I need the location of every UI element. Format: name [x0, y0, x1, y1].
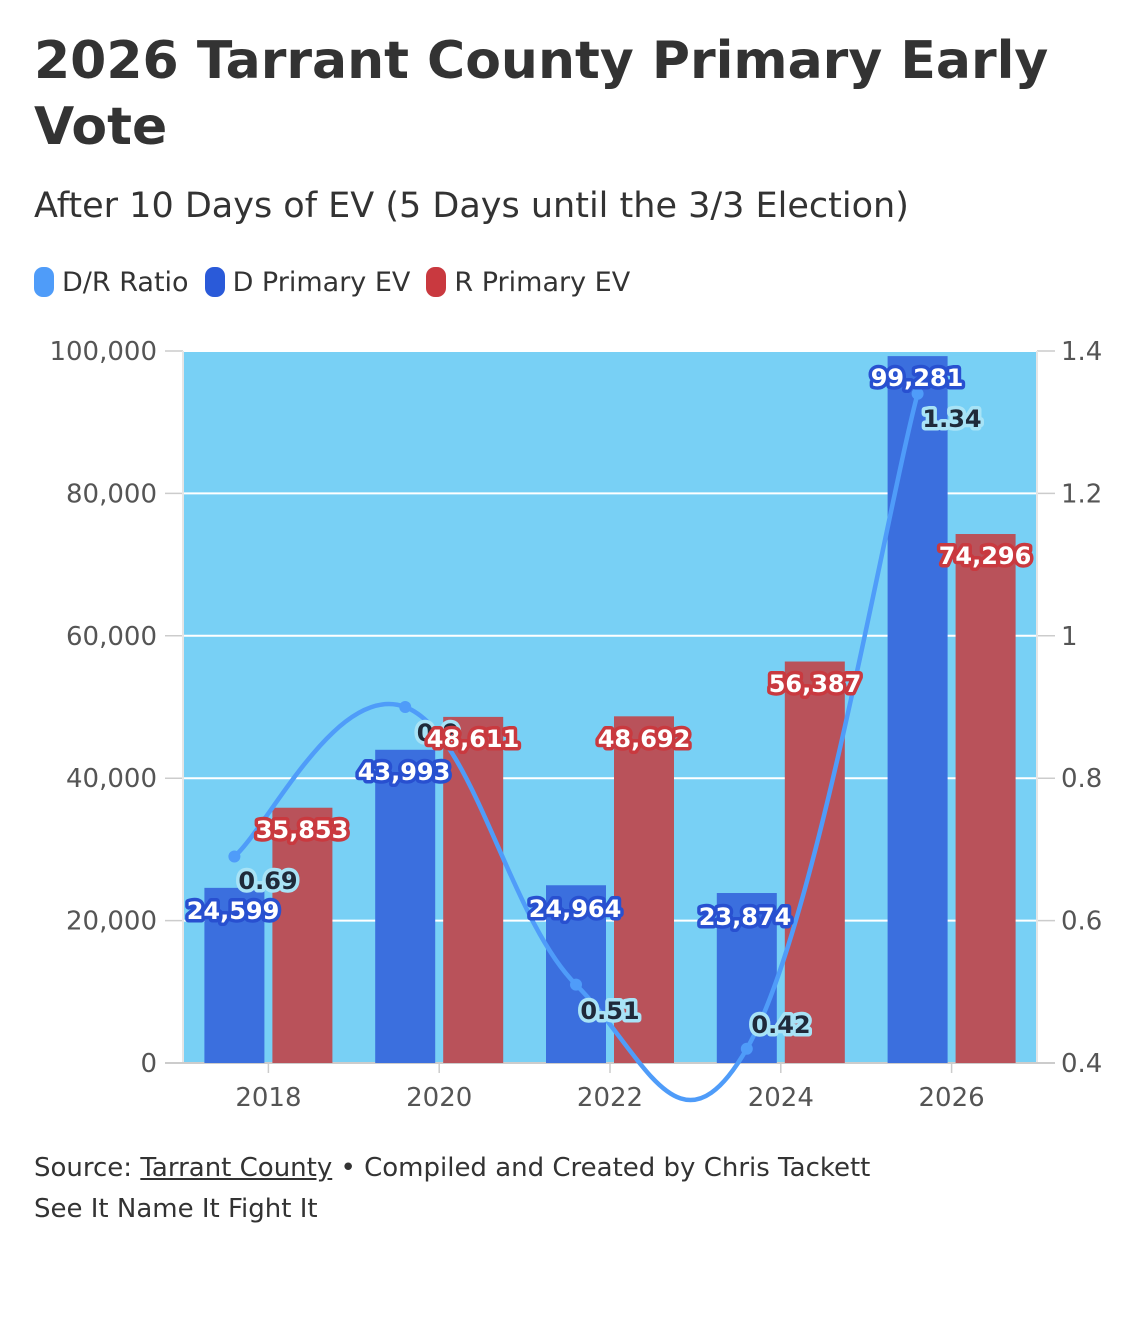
- ratio-data-label: 0.510.51: [577, 994, 643, 1029]
- d-primary-data-label-outline: 23,874: [699, 903, 792, 931]
- r-primary-data-label-text: 74,296: [939, 542, 1032, 570]
- left-axis-tick-label: 100,000: [49, 337, 157, 367]
- left-axis-tick-label: 0: [140, 1049, 157, 1079]
- ratio-data-label-text: 0.69: [238, 867, 297, 895]
- x-axis-tick-label: 2018: [235, 1083, 301, 1113]
- ratio-point: [740, 1042, 753, 1055]
- legend-item-d-primary[interactable]: D Primary EV: [204, 266, 411, 298]
- d-primary-bar: [204, 887, 265, 1063]
- r-primary-data-label-outline: 48,692: [598, 725, 691, 753]
- r-primary-data-label-text: 35,853: [256, 816, 349, 844]
- ratio-point: [570, 978, 582, 991]
- r-primary-data-label-text: 48,692: [598, 725, 691, 753]
- d-primary-bar: [716, 893, 777, 1063]
- d-primary-bar: [375, 749, 436, 1063]
- ratio-point: [228, 850, 241, 863]
- x-axis-tick-label: 2026: [919, 1083, 985, 1113]
- footer: Source: Tarrant County • Compiled and Cr…: [34, 1148, 870, 1230]
- d-primary-data-label-outline: 99,281: [871, 364, 964, 392]
- r-primary-bar: [443, 716, 504, 1063]
- right-axis-tick-label: 0.4: [1061, 1049, 1102, 1079]
- ratio-data-label-outline: 0.42: [751, 1011, 810, 1039]
- legend-swatch-d-primary: [204, 267, 225, 297]
- x-axis-tick-label: 2020: [406, 1083, 472, 1113]
- ratio-data-label-text: 0.42: [751, 1011, 810, 1039]
- ratio-data-label: 0.90.9: [413, 716, 463, 751]
- right-axis-tick-label: 1: [1061, 622, 1078, 652]
- x-axis-tick-label: 2022: [577, 1083, 643, 1113]
- ratio-data-label: 0.420.42: [748, 1008, 814, 1043]
- ratio-data-label-outline: 0.9: [417, 719, 460, 747]
- legend-label-ratio: D/R Ratio: [62, 266, 189, 298]
- r-primary-bar: [614, 716, 674, 1063]
- d-primary-data-label-text: 23,874: [699, 903, 792, 931]
- legend: D/R Ratio D Primary EV R Primary EV: [34, 262, 646, 302]
- chart-title: 2026 Tarrant County Primary Early Vote: [34, 31, 1049, 157]
- legend-item-r-primary[interactable]: R Primary EV: [426, 267, 630, 298]
- chart-subtitle: After 10 Days of EV (5 Days until the 3/…: [34, 186, 909, 226]
- ratio-line: [232, 391, 920, 1103]
- left-axis-tick-label: 80,000: [66, 479, 157, 509]
- right-axis-tick-label: 1.4: [1061, 337, 1102, 367]
- d-primary-data-label-text: 24,599: [187, 897, 280, 925]
- d-primary-data-label-text: 24,964: [529, 895, 622, 923]
- r-primary-data-label-text: 48,611: [427, 725, 520, 753]
- legend-item-ratio[interactable]: D/R Ratio: [34, 267, 189, 298]
- r-primary-data-label-outline: 35,853: [256, 816, 349, 844]
- d-primary-data-label-outline: 24,964: [529, 895, 622, 923]
- right-axis-tick-label: 0.6: [1061, 907, 1102, 937]
- d-primary-bar: [546, 885, 606, 1063]
- d-primary-data-label-text: 43,993: [358, 758, 451, 786]
- d-primary-data-label-outline: 43,993: [358, 758, 451, 786]
- r-primary-data-label-outline: 74,296: [939, 542, 1032, 570]
- right-axis-tick-label: 0.8: [1061, 764, 1102, 794]
- r-primary-bar: [272, 807, 333, 1063]
- ratio-data-label-outline: 0.69: [238, 867, 297, 895]
- ratio-data-label-text: 1.34: [922, 405, 981, 433]
- ratio-data-label: 1.341.34: [919, 402, 985, 437]
- chart: 0 0.4 20,000 0.6 40,000 0.8 60,000 1 80,000 1.2 10…: [49, 337, 1102, 1113]
- ratio-point: [399, 701, 412, 713]
- r-primary-bar: [784, 661, 845, 1063]
- left-axis-tick-label: 20,000: [66, 907, 157, 937]
- r-primary-bar: [955, 534, 1016, 1063]
- left-axis-tick-label: 60,000: [66, 622, 157, 652]
- ratio-data-label: 0.690.69: [235, 864, 301, 899]
- legend-label-d-primary: D Primary EV: [232, 266, 411, 298]
- ratio-data-label-text: 0.51: [580, 997, 639, 1025]
- x-axis-tick-label: 2024: [748, 1083, 814, 1113]
- ratio-data-label-outline: 1.34: [922, 405, 981, 433]
- footer-source-line: Source: Tarrant County • Compiled and Cr…: [34, 1148, 870, 1189]
- source-link[interactable]: Tarrant County: [140, 1153, 333, 1183]
- right-axis-tick-label: 1.2: [1061, 479, 1102, 509]
- ratio-data-label-outline: 0.51: [580, 997, 639, 1025]
- d-primary-data-label-outline: 24,599: [187, 897, 280, 925]
- d-primary-data-label-text: 99,281: [871, 364, 964, 392]
- legend-label-r-primary: R Primary EV: [454, 266, 631, 298]
- left-axis-tick-label: 40,000: [66, 764, 157, 794]
- r-primary-data-label-outline: 48,611: [427, 725, 520, 753]
- footer-tagline: See It Name It Fight It: [34, 1194, 318, 1224]
- d-primary-bar: [887, 356, 948, 1064]
- ratio-data-label-text: 0.9: [417, 719, 460, 747]
- legend-swatch-ratio: [34, 267, 54, 297]
- r-primary-data-label-outline: 56,387: [769, 670, 862, 698]
- ratio-point: [911, 387, 924, 400]
- credit-text: • Compiled and Created by Chris Tackett: [332, 1153, 871, 1183]
- r-primary-data-label-text: 56,387: [769, 670, 862, 698]
- legend-swatch-r-primary: [426, 267, 447, 297]
- source-prefix: Source:: [34, 1153, 141, 1183]
